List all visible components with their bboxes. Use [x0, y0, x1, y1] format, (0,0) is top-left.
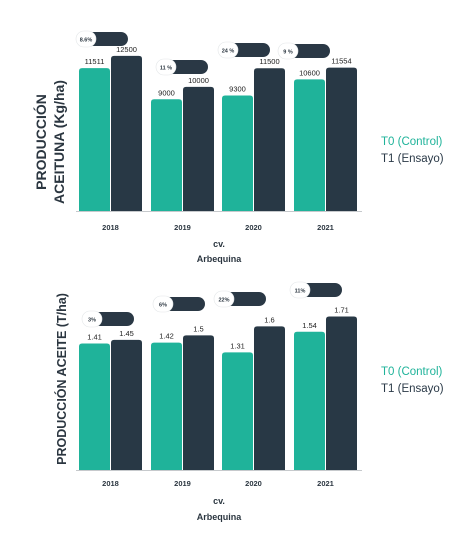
- x-tick-label: 2021: [317, 223, 334, 232]
- x-tick-label: 2018: [102, 223, 119, 232]
- data-label: 1.71: [334, 306, 349, 315]
- data-label: 1.54: [302, 321, 317, 330]
- increment-label: 11 %: [160, 66, 172, 72]
- legend-item-t1: T1 (Ensayo): [381, 153, 444, 165]
- x-tick-labels: 2018 2019 2020 2021: [102, 223, 334, 232]
- legend-chart-1: T0 (Control) T1 (Ensayo): [381, 134, 444, 168]
- increment-badge: 11%: [289, 281, 342, 299]
- data-label: 10000: [188, 76, 209, 85]
- increment-label: 11%: [295, 289, 306, 295]
- increment-badge: 8.6%: [75, 30, 128, 48]
- legend-item-t0: T0 (Control): [381, 366, 443, 378]
- badge-bubble: [81, 310, 103, 328]
- bar-t1: [254, 68, 285, 211]
- bar-t1: [326, 316, 357, 470]
- x-tick-label: 2021: [317, 479, 334, 488]
- data-label: 11511: [85, 57, 105, 66]
- data-label: 1.5: [193, 324, 203, 333]
- badge-bubble: [155, 58, 177, 76]
- data-label: 10600: [299, 68, 320, 77]
- x-tick-label: 2018: [102, 479, 119, 488]
- bar-t1: [254, 326, 285, 470]
- x-tick-label: 2019: [174, 223, 191, 232]
- bar-t0: [222, 352, 253, 470]
- y-axis-title: PRODUCCIÓN ACEITE (T/ha): [54, 293, 69, 465]
- chart-olive-production: PRODUCCIÓN ACEITUNA (Kg/ha) 11511 12500 8.…: [32, 30, 362, 264]
- increment-badge: 6%: [152, 295, 205, 313]
- badge-bubble: [289, 281, 311, 299]
- bar-t0: [79, 68, 110, 211]
- data-label: 1.31: [230, 341, 245, 350]
- legend-item-t0: T0 (Control): [381, 136, 443, 148]
- bar-t1: [183, 335, 214, 470]
- data-label: 1.42: [159, 332, 174, 341]
- x-tick-label: 2019: [174, 479, 191, 488]
- bar-t0: [294, 331, 325, 470]
- data-label: 1.41: [87, 332, 102, 341]
- increment-badge: 9 %: [277, 42, 330, 60]
- data-label: 9300: [229, 85, 246, 94]
- badge-bubble: [75, 30, 97, 48]
- bar-t0: [294, 79, 325, 212]
- data-label: 1.45: [119, 329, 134, 338]
- x-axis-title-line1: cv.: [213, 496, 225, 506]
- increment-badge: 22%: [213, 290, 266, 308]
- badge-bubble: [152, 295, 174, 313]
- bar-t0: [151, 342, 182, 470]
- y-axis-title: PRODUCCIÓN ACEITUNA (Kg/ha): [32, 80, 67, 204]
- bar-t1: [111, 339, 142, 470]
- badge-bubble: [217, 41, 239, 59]
- x-tick-labels: 2018 2019 2020 2021: [102, 479, 334, 488]
- data-label: 12500: [116, 45, 137, 54]
- legend-item-t1: T1 (Ensayo): [381, 383, 444, 395]
- badge-bubble: [213, 290, 235, 308]
- bar-t1: [326, 67, 357, 211]
- increment-badge: 11 %: [155, 58, 208, 76]
- increment-label: 3%: [88, 318, 96, 324]
- increment-badge: 24 %: [217, 41, 270, 59]
- bars-group: 1.41 1.45 3% 1.42 1.5 6% 1.31 1.6 22% 1.54 1.71 11%: [79, 281, 357, 470]
- increment-label: 6%: [159, 303, 167, 309]
- y-axis-title-line2: ACEITUNA (Kg/ha): [51, 80, 67, 204]
- y-axis-title-line1: PRODUCCIÓN: [32, 94, 49, 190]
- data-label: 11500: [259, 57, 279, 66]
- bar-t0: [79, 343, 110, 470]
- bar-t1: [183, 86, 214, 211]
- x-axis-title-line2: Arbequina: [197, 512, 242, 522]
- increment-label: 9 %: [283, 50, 293, 56]
- bar-t1: [111, 55, 142, 211]
- x-axis-title-line2: Arbequina: [197, 254, 242, 264]
- increment-label: 22%: [218, 298, 229, 304]
- data-label: 9000: [158, 88, 175, 97]
- increment-badge: 3%: [81, 310, 134, 328]
- x-tick-label: 2020: [245, 223, 262, 232]
- bar-t0: [151, 99, 182, 211]
- bars-group: 11511 12500 8.6% 9000 10000 11 % 9300 11500 24 %…: [75, 30, 357, 212]
- increment-label: 24 %: [222, 49, 235, 55]
- badge-bubble: [277, 42, 299, 60]
- x-axis-title-line1: cv.: [213, 239, 225, 249]
- data-label: 11554: [331, 57, 351, 66]
- bar-t0: [222, 95, 253, 211]
- x-tick-label: 2020: [245, 479, 262, 488]
- data-label: 1.6: [264, 315, 274, 324]
- increment-label: 8.6%: [80, 38, 93, 44]
- legend-chart-2: T0 (Control) T1 (Ensayo): [381, 364, 444, 398]
